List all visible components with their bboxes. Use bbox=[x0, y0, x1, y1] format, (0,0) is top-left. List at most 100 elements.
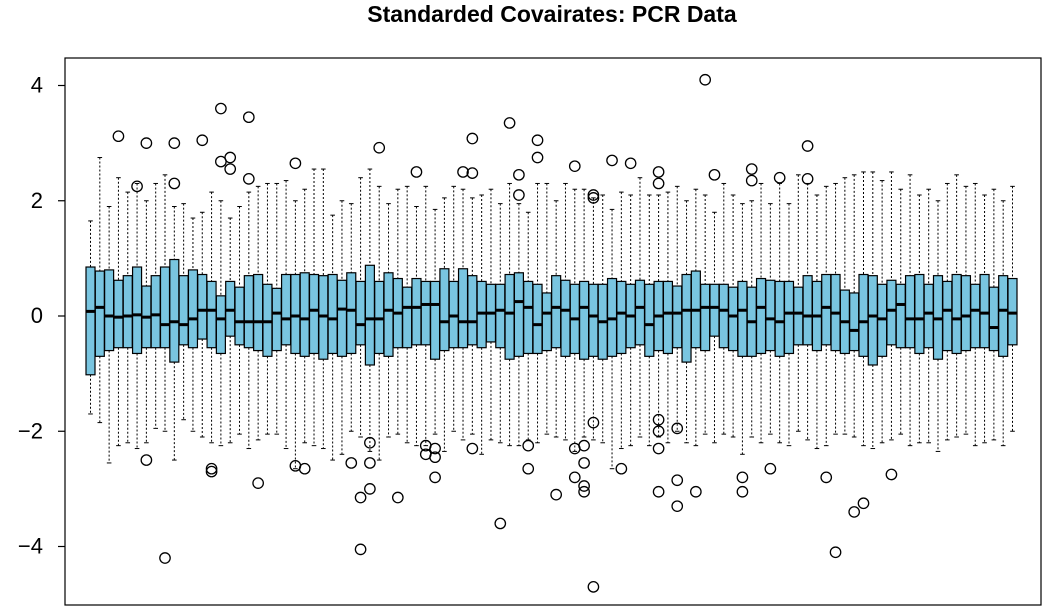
box-group bbox=[988, 188, 999, 441]
box-group bbox=[150, 182, 161, 429]
box-group bbox=[560, 182, 571, 441]
box-group bbox=[895, 188, 906, 435]
box-group bbox=[709, 211, 720, 444]
box bbox=[150, 275, 161, 349]
box-group bbox=[914, 194, 925, 444]
outlier-point bbox=[364, 457, 376, 469]
outlier-point bbox=[298, 462, 311, 475]
box bbox=[290, 273, 301, 355]
outlier-point bbox=[410, 166, 423, 178]
outlier-point bbox=[364, 436, 376, 449]
box-group bbox=[113, 177, 124, 447]
outlier-point bbox=[801, 140, 814, 152]
box bbox=[197, 273, 208, 340]
box bbox=[728, 286, 739, 352]
box bbox=[122, 275, 133, 349]
box bbox=[253, 273, 264, 352]
box-group bbox=[662, 191, 674, 444]
chart-title: Standarded Covairates: PCR Data bbox=[367, 1, 737, 27]
box bbox=[467, 275, 478, 346]
box bbox=[672, 285, 683, 349]
outlier-point bbox=[615, 462, 628, 475]
outlier-point bbox=[466, 167, 479, 179]
outlier-point bbox=[522, 462, 535, 475]
box bbox=[411, 277, 422, 346]
box bbox=[960, 275, 972, 352]
outlier-point bbox=[624, 157, 637, 170]
outlier-point bbox=[429, 451, 441, 464]
box bbox=[802, 275, 813, 346]
box-group bbox=[392, 188, 403, 435]
box-group bbox=[439, 197, 450, 452]
box bbox=[942, 280, 953, 352]
box-group bbox=[485, 188, 497, 441]
box-group bbox=[420, 185, 431, 447]
outlier-point bbox=[159, 552, 171, 564]
box-group bbox=[578, 188, 590, 438]
box-group bbox=[728, 194, 739, 438]
box-group bbox=[783, 203, 795, 447]
box bbox=[299, 272, 310, 357]
box bbox=[94, 270, 105, 357]
box-group bbox=[448, 185, 459, 432]
outlier-point bbox=[587, 192, 600, 204]
box-group bbox=[932, 200, 944, 452]
box bbox=[532, 283, 543, 355]
box-group bbox=[960, 185, 972, 435]
outlier-point bbox=[652, 442, 665, 455]
box-group bbox=[970, 182, 981, 447]
box bbox=[849, 292, 860, 352]
box bbox=[821, 273, 832, 346]
outlier-point bbox=[848, 506, 861, 518]
y-axis: −4 −2 0 2 4 bbox=[18, 73, 65, 559]
outlier-point bbox=[345, 457, 358, 469]
box bbox=[104, 269, 115, 352]
box bbox=[271, 287, 282, 352]
box-group bbox=[774, 182, 785, 444]
box-group bbox=[374, 185, 385, 461]
outlier-point bbox=[391, 491, 404, 504]
box bbox=[402, 286, 413, 349]
box-group bbox=[364, 168, 375, 452]
outlier-point bbox=[764, 462, 777, 475]
outlier-point bbox=[820, 471, 833, 484]
box bbox=[662, 280, 674, 355]
box bbox=[429, 280, 441, 360]
box-group bbox=[355, 177, 366, 438]
outlier-point bbox=[215, 102, 227, 115]
y-tick-label: −4 bbox=[18, 534, 43, 559]
box bbox=[355, 280, 366, 346]
box-group bbox=[849, 174, 860, 438]
outlier-point bbox=[652, 425, 665, 438]
outlier-point bbox=[457, 166, 469, 178]
box-group bbox=[904, 174, 916, 447]
box-group bbox=[951, 174, 962, 438]
outlier-point bbox=[131, 180, 143, 193]
box bbox=[970, 283, 981, 349]
box-group bbox=[653, 194, 664, 438]
box-group bbox=[802, 182, 813, 441]
box-group bbox=[169, 206, 180, 461]
box bbox=[513, 272, 525, 357]
outlier-point bbox=[745, 163, 758, 175]
outlier-point bbox=[736, 485, 749, 498]
box-group bbox=[402, 185, 413, 444]
box-group bbox=[141, 200, 152, 444]
plot-frame bbox=[64, 57, 1042, 606]
box bbox=[783, 280, 795, 355]
box-group bbox=[290, 200, 301, 470]
box-group bbox=[588, 197, 599, 441]
outlier-point bbox=[354, 491, 367, 504]
box-group bbox=[551, 200, 562, 438]
outlier-point bbox=[652, 413, 665, 426]
box bbox=[979, 273, 990, 349]
box-group bbox=[504, 182, 515, 447]
outlier-point bbox=[587, 416, 600, 429]
box-group bbox=[457, 188, 469, 441]
box bbox=[774, 280, 785, 357]
y-tick-label: 0 bbox=[31, 303, 43, 328]
box-group bbox=[476, 194, 487, 455]
box-group bbox=[886, 171, 897, 441]
box bbox=[914, 273, 925, 355]
box-group bbox=[755, 182, 767, 444]
